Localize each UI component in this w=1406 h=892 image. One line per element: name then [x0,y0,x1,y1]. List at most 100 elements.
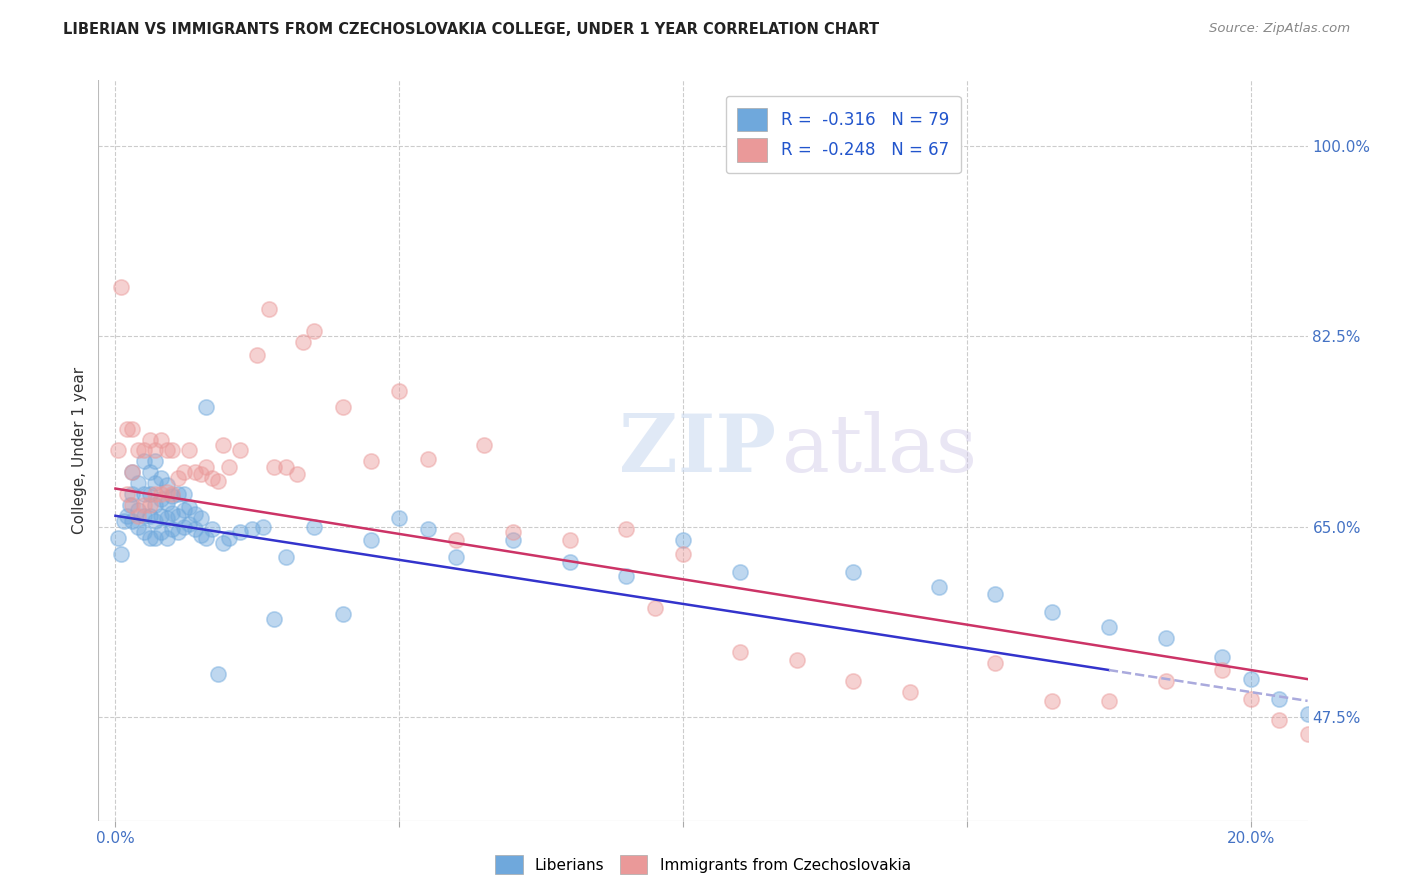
Point [190,528,212,542]
Point [149,471,172,485]
Point [201,522,224,536]
Point [672,547,695,561]
Point [112,514,135,528]
Point [121,514,143,528]
Point [173,519,195,533]
Point [1296,726,1319,740]
Point [149,492,172,507]
Point [115,508,138,523]
Text: atlas: atlas [782,411,977,490]
Point [360,454,382,468]
Point [132,508,155,523]
Point [132,525,155,540]
Point [143,454,166,468]
Point [143,514,166,528]
Point [121,487,143,501]
Point [155,531,177,545]
Point [127,443,149,458]
Point [558,555,581,569]
Point [167,487,190,501]
Point [149,433,172,447]
Point [160,506,183,520]
Point [121,465,143,479]
Point [160,443,183,458]
Point [207,474,229,488]
Point [444,533,467,547]
Point [1098,694,1121,708]
Point [155,511,177,525]
Y-axis label: College, Under 1 year: College, Under 1 year [72,367,87,534]
Point [246,348,269,362]
Point [149,508,172,523]
Text: ZIP: ZIP [619,411,776,490]
Point [263,612,285,626]
Point [132,487,155,501]
Point [842,566,865,580]
Point [167,471,190,485]
Point [302,324,325,338]
Point [167,525,190,540]
Point [1098,620,1121,634]
Point [110,280,132,294]
Point [728,566,751,580]
Point [160,489,183,503]
Point [107,443,129,458]
Point [274,459,297,474]
Point [118,498,141,512]
Point [1154,674,1177,689]
Point [416,522,439,536]
Point [614,522,637,536]
Point [984,656,1007,670]
Point [138,531,160,545]
Point [195,400,218,414]
Point [138,498,160,512]
Text: LIBERIAN VS IMMIGRANTS FROM CZECHOSLOVAKIA COLLEGE, UNDER 1 YEAR CORRELATION CHA: LIBERIAN VS IMMIGRANTS FROM CZECHOSLOVAK… [63,22,879,37]
Point [416,452,439,467]
Point [360,533,382,547]
Point [672,533,695,547]
Point [143,498,166,512]
Point [160,487,183,501]
Point [121,465,143,479]
Point [212,536,235,550]
Point [474,438,496,452]
Point [127,476,149,491]
Point [190,467,212,482]
Point [229,525,252,540]
Point [332,400,354,414]
Point [388,384,411,398]
Point [143,531,166,545]
Point [138,487,160,501]
Point [1211,650,1233,665]
Point [728,645,751,659]
Point [1296,706,1319,721]
Point [1211,664,1233,678]
Point [502,525,524,540]
Point [121,498,143,512]
Point [110,547,132,561]
Point [138,508,160,523]
Point [1268,691,1291,706]
Point [502,533,524,547]
Point [107,531,129,545]
Point [121,422,143,436]
Point [1353,681,1375,695]
Text: Source: ZipAtlas.com: Source: ZipAtlas.com [1209,22,1350,36]
Point [252,519,274,533]
Point [842,674,865,689]
Point [184,507,207,521]
Point [218,459,240,474]
Point [444,550,467,565]
Point [1040,605,1063,619]
Point [127,508,149,523]
Point [291,334,314,349]
Point [218,531,240,545]
Point [1341,710,1364,724]
Point [984,587,1007,601]
Point [115,487,138,501]
Point [173,465,195,479]
Point [160,522,183,536]
Point [1240,672,1263,686]
Point [127,503,149,517]
Point [1382,659,1405,673]
